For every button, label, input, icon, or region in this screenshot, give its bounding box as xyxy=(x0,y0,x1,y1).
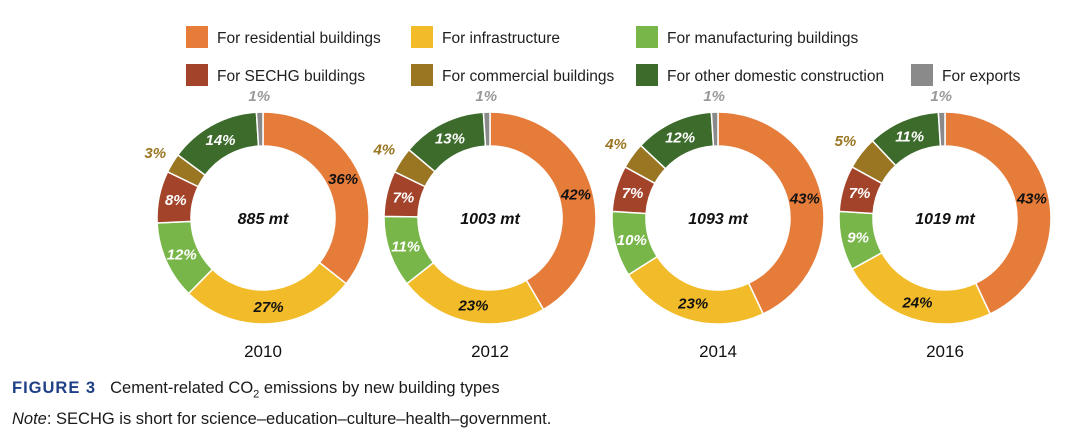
slice-label-2016-manufacturing: 9% xyxy=(847,229,869,246)
legend-item-infrastructure: For infrastructure xyxy=(411,26,560,48)
slice-label-2012-commercial: 4% xyxy=(372,141,395,158)
legend-label-residential: For residential buildings xyxy=(217,30,381,47)
slice-label-2014-infrastructure: 23% xyxy=(677,295,708,312)
legend: For residential buildings For infrastruct… xyxy=(186,26,1021,86)
legend-swatch-commercial xyxy=(411,64,433,86)
donut-charts: 36%27%12%8%3%14%1%885 mt201042%23%11%7%4… xyxy=(144,88,1052,361)
caption-title-subscript: 2 xyxy=(253,388,260,401)
slice-2012-exports xyxy=(482,111,491,147)
note-text: : SECHG is short for science–education–c… xyxy=(46,410,552,429)
slice-2014-infrastructure xyxy=(627,255,765,325)
slice-label-2014-manufacturing: 10% xyxy=(617,232,647,249)
slice-label-2010-exports: 1% xyxy=(248,88,270,105)
slice-label-2014-commercial: 4% xyxy=(604,136,627,153)
donut-2014: 43% 23% 10% 7% 4% 12% 1% 1093 mt 2014 xyxy=(604,88,825,361)
legend-item-commercial: For commercial buildings xyxy=(411,64,615,86)
slice-label-2014-exports: 1% xyxy=(703,88,725,105)
donut-total-2012: 1003 mt xyxy=(460,211,520,228)
slice-label-2010-commercial: 3% xyxy=(144,145,166,162)
slice-2010-residential xyxy=(262,111,370,285)
slice-label-2016-other_domestic: 11% xyxy=(895,128,924,145)
slice-label-2012-residential: 42% xyxy=(560,187,591,204)
slice-2012-residential xyxy=(489,111,597,311)
legend-swatch-sechg xyxy=(186,64,208,86)
legend-label-commercial: For commercial buildings xyxy=(442,68,615,85)
caption-title-line: FIGURE 3 Cement-related CO2 emissions by … xyxy=(12,376,1072,407)
slice-label-2014-sechg: 7% xyxy=(622,185,644,202)
slice-label-2012-other_domestic: 13% xyxy=(435,131,465,148)
slice-label-2014-other_domestic: 12% xyxy=(665,129,695,146)
donut-2012: 42% 23% 11% 7% 4% 13% 1% 1003 mt 2012 xyxy=(372,88,597,361)
legend-item-exports: For exports xyxy=(911,64,1021,86)
slice-label-2016-exports: 1% xyxy=(930,88,952,105)
legend-item-residential: For residential buildings xyxy=(186,26,381,48)
legend-swatch-exports xyxy=(911,64,933,86)
slice-label-2016-sechg: 7% xyxy=(849,185,871,202)
note-label: Note xyxy=(12,410,47,429)
legend-swatch-other_domestic xyxy=(636,64,658,86)
figure-caption: FIGURE 3 Cement-related CO2 emissions by … xyxy=(12,376,1072,432)
donut-total-2016: 1019 mt xyxy=(915,211,975,228)
legend-swatch-infrastructure xyxy=(411,26,433,48)
figure-label: FIGURE 3 xyxy=(12,379,97,397)
slice-label-2012-manufacturing: 11% xyxy=(391,239,420,256)
donut-year-2012: 2012 xyxy=(471,342,509,361)
caption-note-line: Note: SECHG is short for science–educati… xyxy=(12,407,1072,432)
slice-label-2014-residential: 43% xyxy=(789,191,820,208)
slice-label-2010-manufacturing: 12% xyxy=(167,246,197,263)
legend-label-manufacturing: For manufacturing buildings xyxy=(667,30,859,47)
slice-2016-exports xyxy=(937,111,946,147)
slice-2016-residential xyxy=(944,111,1052,315)
legend-swatch-manufacturing xyxy=(636,26,658,48)
slice-label-2012-sechg: 7% xyxy=(393,189,415,206)
slice-label-2016-infrastructure: 24% xyxy=(901,295,932,312)
slice-label-2012-infrastructure: 23% xyxy=(457,297,488,314)
slice-label-2010-infrastructure: 27% xyxy=(253,299,284,316)
legend-item-sechg: For SECHG buildings xyxy=(186,64,365,86)
legend-swatch-residential xyxy=(186,26,208,48)
slice-2016-infrastructure xyxy=(851,251,992,325)
donut-year-2010: 2010 xyxy=(244,342,282,361)
slice-label-2016-commercial: 5% xyxy=(835,133,857,150)
slice-2012-infrastructure xyxy=(405,261,545,325)
donut-2016: 43% 24% 9% 7% 5% 11% 1% 1019 mt 2016 xyxy=(835,88,1052,361)
donut-charts-figure: For residential buildings For infrastruct… xyxy=(144,26,1052,361)
donut-total-2010: 885 mt xyxy=(238,211,289,228)
slice-label-2010-sechg: 8% xyxy=(165,192,187,209)
legend-label-sechg: For SECHG buildings xyxy=(217,68,365,85)
legend-item-manufacturing: For manufacturing buildings xyxy=(636,26,859,48)
legend-item-other_domestic: For other domestic construction xyxy=(636,64,884,86)
caption-title-part2: emissions by new building types xyxy=(259,379,500,397)
legend-label-exports: For exports xyxy=(942,68,1021,85)
slice-2014-exports xyxy=(710,111,719,147)
donut-total-2014: 1093 mt xyxy=(688,211,748,228)
slice-2014-residential xyxy=(717,111,825,315)
slice-2010-exports xyxy=(255,111,264,147)
legend-label-other_domestic: For other domestic construction xyxy=(667,68,884,85)
slice-label-2010-residential: 36% xyxy=(328,171,358,188)
legend-label-infrastructure: For infrastructure xyxy=(442,30,560,47)
caption-title-part1: Cement-related CO xyxy=(110,379,254,397)
donut-year-2014: 2014 xyxy=(699,342,737,361)
slice-label-2016-residential: 43% xyxy=(1016,191,1047,208)
donut-2010: 36% 27% 12% 8% 3% 14% 1% 885 mt 2010 xyxy=(144,88,370,361)
slice-label-2012-exports: 1% xyxy=(475,88,497,105)
donut-year-2016: 2016 xyxy=(926,342,964,361)
slice-label-2010-other_domestic: 14% xyxy=(205,132,235,149)
